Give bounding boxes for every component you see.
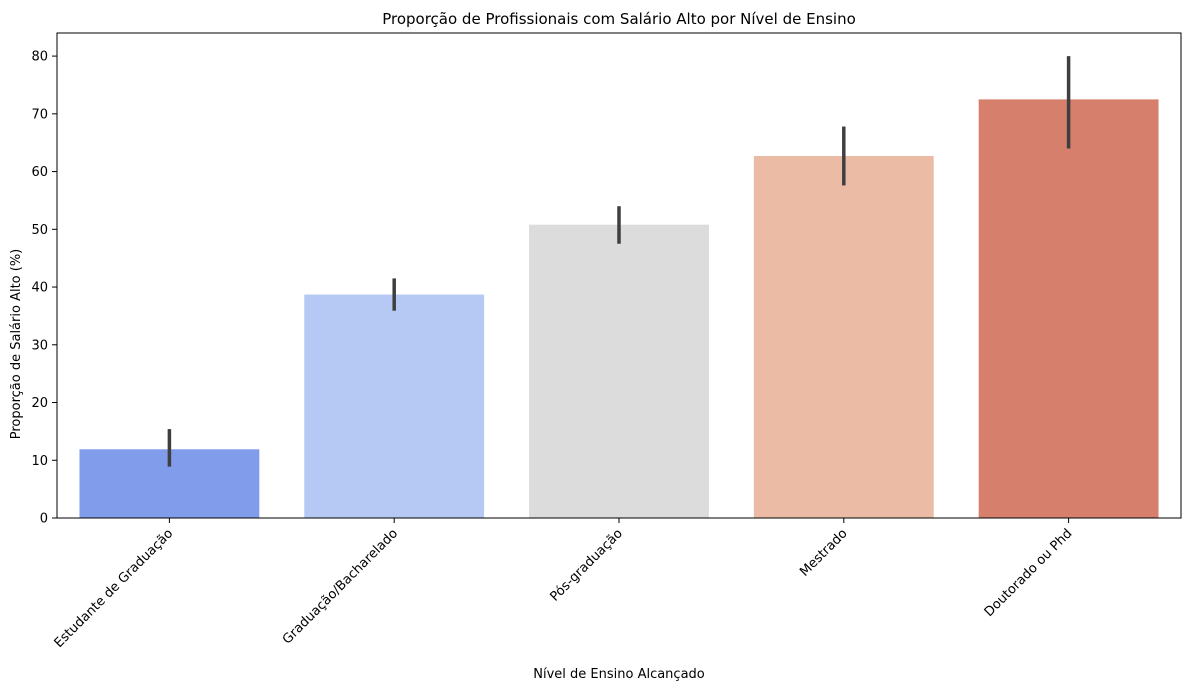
error-bars-group <box>167 56 1071 467</box>
x-axis: Estudante de Graduação Graduação/Bacharel… <box>52 518 1076 651</box>
y-tick-label: 70 <box>31 107 48 122</box>
y-tick-label: 40 <box>31 281 48 296</box>
bar <box>978 99 1159 519</box>
bars-group <box>79 99 1159 519</box>
x-tick-label: Pós-graduação <box>547 526 625 604</box>
bar <box>304 294 485 518</box>
y-axis-label: Proporção de Salário Alto (%) <box>9 249 24 440</box>
chart-title: Proporção de Profissionais com Salário A… <box>382 10 856 28</box>
bar <box>753 155 934 518</box>
x-tick-label: Estudante de Graduação <box>52 526 177 651</box>
y-tick-label: 50 <box>31 223 48 238</box>
x-tick-label: Doutorado ou Phd <box>982 526 1076 620</box>
x-tick-label: Graduação/Bacharelado <box>280 526 401 647</box>
y-axis: 0 10 20 30 40 50 60 70 80 <box>31 50 57 527</box>
y-tick-label: 60 <box>31 165 48 180</box>
y-tick-label: 0 <box>40 512 48 527</box>
bar <box>529 224 709 518</box>
y-tick-label: 10 <box>31 454 48 469</box>
x-tick-label: Mestrado <box>797 526 850 579</box>
x-axis-label: Nível de Ensino Alcançado <box>533 667 705 682</box>
y-tick-label: 80 <box>31 50 48 65</box>
y-tick-label: 20 <box>31 396 48 411</box>
y-tick-label: 30 <box>31 338 48 353</box>
